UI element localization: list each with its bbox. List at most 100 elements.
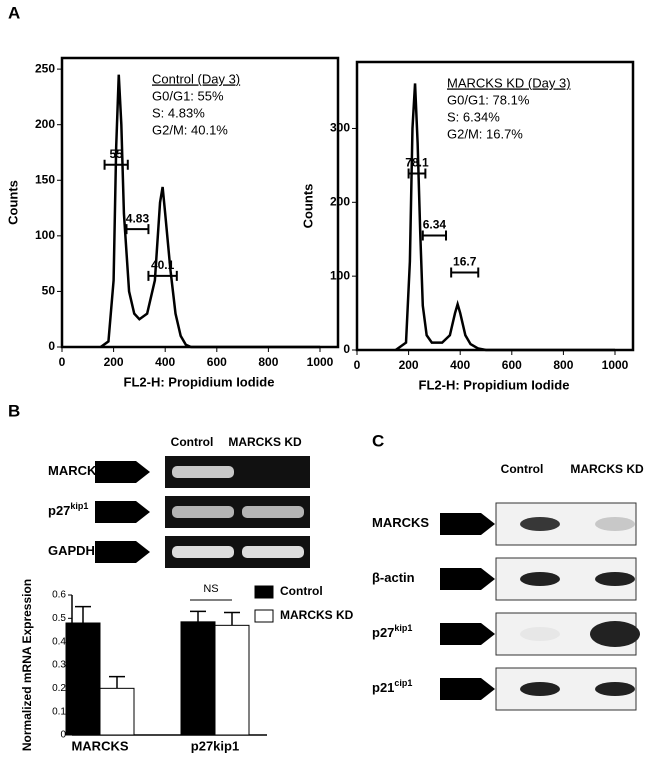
bar <box>99 687 135 736</box>
gel-band <box>242 546 304 558</box>
y-tick-label: 0.6 <box>52 590 66 601</box>
row-label: GAPDH <box>48 543 95 558</box>
panel-label: A <box>8 3 20 22</box>
bar <box>65 622 101 736</box>
label-text: p27 <box>372 625 394 640</box>
gate-label: 6.34 <box>423 218 447 232</box>
histogram-line <box>394 83 615 352</box>
row-label: p27kip1 <box>372 623 412 640</box>
x-tick-label: p27kip1 <box>191 738 239 753</box>
blot-band <box>595 682 635 696</box>
x-axis-label: FL2-H: Propidium Iodide <box>124 374 275 389</box>
y-tick-label: 0 <box>343 342 350 356</box>
y-tick-label: 250 <box>35 61 55 75</box>
y-tick-label: 0 <box>60 730 66 741</box>
y-tick-label: 100 <box>330 268 350 282</box>
gate <box>103 159 129 170</box>
row-label: MARCKS <box>372 515 429 530</box>
gate <box>421 230 448 241</box>
arrow <box>440 568 495 590</box>
gate <box>125 224 150 235</box>
x-tick-label: 1000 <box>602 358 629 372</box>
annotation: G2/M: 16.7% <box>447 126 523 141</box>
y-tick-label: 0.3 <box>52 660 66 671</box>
blot-band <box>595 517 635 531</box>
y-tick-label: 0.1 <box>52 706 66 717</box>
row-label: p27kip1 <box>48 501 88 518</box>
x-tick-label: 200 <box>104 355 124 369</box>
column-label: MARCKS KD <box>228 435 302 449</box>
x-tick-label: 400 <box>450 358 470 372</box>
row-label: MARCKS <box>48 463 105 478</box>
gel-band <box>172 466 234 478</box>
gate <box>147 270 178 281</box>
y-axis-label: Normalized mRNA Expression <box>20 579 34 751</box>
panel-label: B <box>8 401 20 420</box>
label-sup: kip1 <box>70 501 88 511</box>
annotation: G0/G1: 78.1% <box>447 92 530 107</box>
y-axis-label: Counts <box>300 184 315 229</box>
blot-band <box>590 621 640 647</box>
blot-band <box>520 517 560 531</box>
row-label: p21cip1 <box>372 678 412 695</box>
row-label: β-actin <box>372 570 415 585</box>
gate-label: 78.1 <box>405 156 429 170</box>
blot-band <box>520 572 560 586</box>
x-tick-label: MARCKS <box>71 738 128 753</box>
gate <box>407 168 427 179</box>
legend-label: MARCKS KD <box>280 608 354 622</box>
y-tick-label: 200 <box>35 117 55 131</box>
gate <box>450 267 480 278</box>
arrow <box>95 501 150 523</box>
column-label: Control <box>171 435 214 449</box>
blot-band <box>520 627 560 641</box>
error-bar <box>224 611 240 626</box>
x-tick-label: 800 <box>258 355 278 369</box>
y-tick-label: 150 <box>35 172 55 186</box>
y-tick-label: 0.4 <box>52 636 66 647</box>
arrow <box>440 678 495 700</box>
x-tick-label: 200 <box>399 358 419 372</box>
annotation: S: 4.83% <box>152 105 205 120</box>
x-axis-label: FL2-H: Propidium Iodide <box>419 377 570 392</box>
label-sup: kip1 <box>394 623 412 633</box>
gate-label: 16.7 <box>453 255 477 269</box>
arrow <box>440 513 495 535</box>
blot-band <box>520 682 560 696</box>
annotation: S: 6.34% <box>447 109 500 124</box>
y-tick-label: 300 <box>330 121 350 135</box>
legend-swatch <box>254 585 274 599</box>
arrow <box>440 623 495 645</box>
x-tick-label: 800 <box>553 358 573 372</box>
y-tick-label: 0 <box>48 339 55 353</box>
legend-label: Control <box>280 584 323 598</box>
annotation: MARCKS KD (Day 3) <box>447 75 571 90</box>
x-tick-label: 600 <box>207 355 227 369</box>
annotation: Control (Day 3) <box>152 71 240 86</box>
arrow <box>95 461 150 483</box>
label-text: MARCKS <box>372 515 429 530</box>
y-tick-label: 50 <box>42 284 56 298</box>
gate-label: 4.83 <box>126 211 150 225</box>
gate-label: 55 <box>110 147 124 161</box>
label-text: p21 <box>372 680 394 695</box>
annotation: G2/M: 40.1% <box>152 122 228 137</box>
error-bar <box>109 675 125 689</box>
y-tick-label: 0.2 <box>52 683 66 694</box>
y-tick-label: 200 <box>330 194 350 208</box>
x-tick-label: 0 <box>354 358 361 372</box>
label-sup: cip1 <box>394 678 412 688</box>
label-text: MARCKS <box>48 463 105 478</box>
gate-label: 40.1 <box>151 258 175 272</box>
gel-band <box>172 546 234 558</box>
error-bar <box>75 605 91 623</box>
gel-band <box>242 506 304 518</box>
x-tick-label: 0 <box>59 355 66 369</box>
arrow <box>95 541 150 563</box>
bar <box>214 624 250 736</box>
label-text: β-actin <box>372 570 415 585</box>
y-tick-label: 100 <box>35 228 55 242</box>
y-tick-label: 0.5 <box>52 613 66 624</box>
blot-band <box>595 572 635 586</box>
